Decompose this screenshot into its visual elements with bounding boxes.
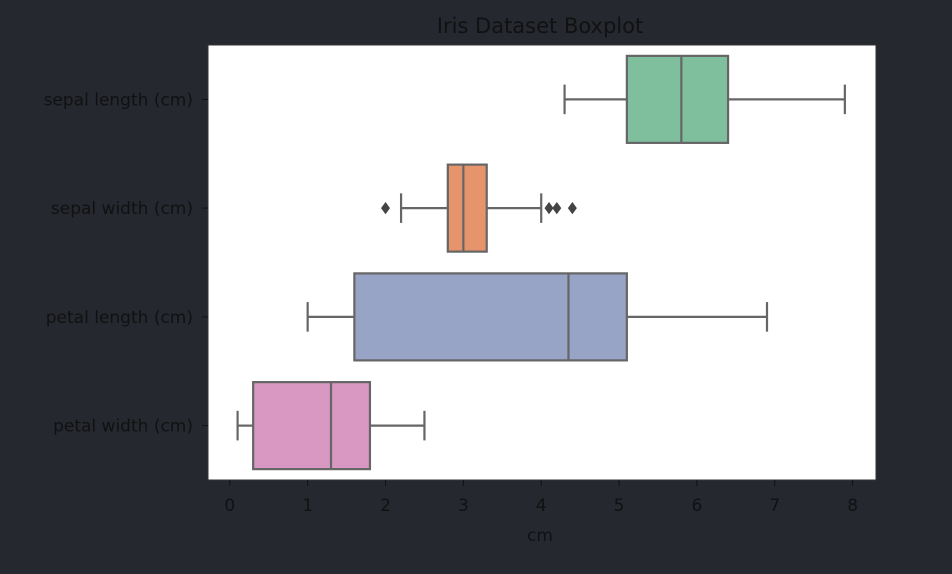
boxes-layer: [236, 54, 846, 471]
x-tick-label: 1: [302, 496, 313, 516]
category-label: sepal length (cm): [44, 90, 193, 110]
iqr-box: [446, 163, 488, 253]
chart-title: Iris Dataset Boxplot: [437, 14, 643, 38]
x-tick-label: 0: [224, 496, 235, 516]
category-label: petal width (cm): [53, 417, 193, 437]
outlier-point: [567, 201, 577, 215]
box-group: [381, 163, 577, 253]
category-label: sepal width (cm): [51, 199, 193, 219]
category-labels: sepal length (cm) sepal width (cm) petal l…: [44, 90, 208, 437]
x-tick-label: 8: [847, 496, 858, 516]
outlier-point: [552, 201, 562, 215]
iqr-box: [353, 272, 628, 362]
outlier-point: [381, 201, 391, 215]
box-group: [306, 272, 769, 362]
x-tick-label: 2: [380, 496, 391, 516]
x-tick-label: 4: [536, 496, 547, 516]
iqr-box: [252, 381, 372, 471]
x-axis: 0 1 2 3 4 5 6 7 8: [224, 480, 858, 516]
iqr-box: [625, 54, 730, 144]
x-axis-label: cm: [527, 526, 553, 546]
outlier-point: [544, 201, 554, 215]
x-tick-label: 6: [692, 496, 703, 516]
category-label: petal length (cm): [46, 308, 193, 328]
box-group: [563, 54, 846, 144]
x-tick-label: 5: [614, 496, 625, 516]
x-tick-label: 3: [458, 496, 469, 516]
x-tick-label: 7: [769, 496, 780, 516]
box-group: [236, 381, 426, 471]
